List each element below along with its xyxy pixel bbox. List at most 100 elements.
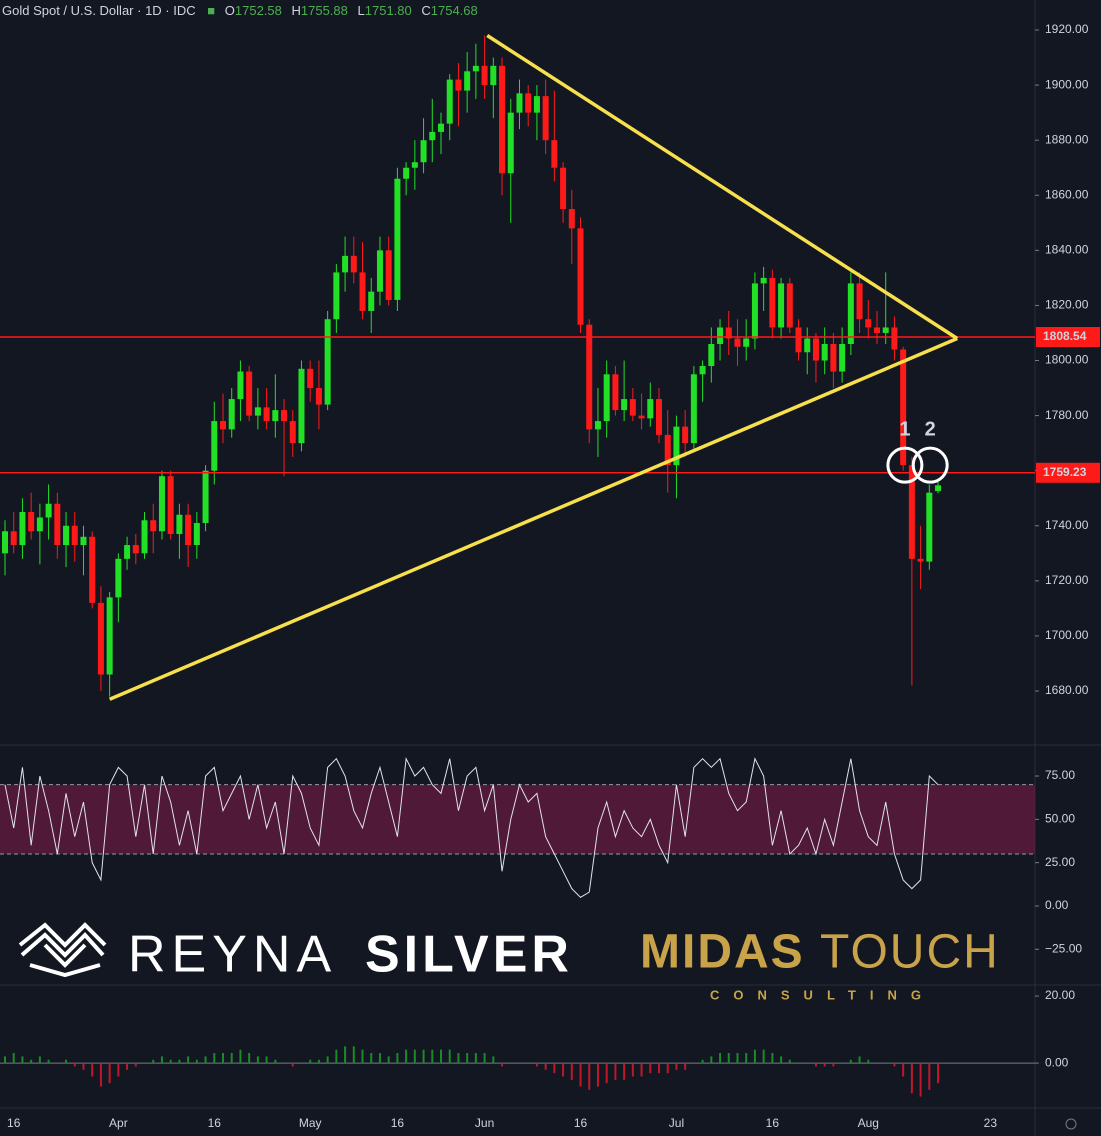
- candle-body: [438, 123, 444, 132]
- candle-body: [63, 525, 70, 546]
- candle-body: [411, 162, 418, 168]
- candle-body: [612, 374, 619, 411]
- candle-body: [376, 250, 383, 292]
- partner-bold: MIDAS: [640, 926, 805, 979]
- candle-body: [708, 343, 715, 367]
- y-tick-label: 1720.00: [1045, 573, 1089, 587]
- candle-body: [638, 415, 645, 419]
- candle-body: [193, 523, 200, 546]
- candle-body: [202, 470, 209, 524]
- y-tick-label: 1900.00: [1045, 77, 1089, 91]
- candle-body: [359, 272, 366, 311]
- ohlc-label: L: [357, 3, 365, 18]
- candle-body: [603, 374, 610, 422]
- trendline: [486, 34, 959, 340]
- x-tick-label: 16: [7, 1116, 21, 1130]
- watermark: REYNA SILVER MIDAS TOUCH CONSULTING: [18, 922, 1000, 1002]
- x-tick-label: 16: [391, 1116, 405, 1130]
- y-tick-label: 1920.00: [1045, 22, 1089, 36]
- candle-body: [560, 167, 567, 210]
- candle-body: [647, 399, 654, 419]
- partner-light: TOUCH: [820, 926, 1000, 979]
- candle-body: [656, 399, 662, 435]
- candle-body: [176, 514, 183, 535]
- candle-body: [795, 327, 802, 353]
- symbol: Gold Spot / U.S. Dollar: [2, 3, 134, 18]
- candle-body: [281, 410, 288, 422]
- y-tick-label: 1800.00: [1045, 353, 1089, 367]
- marker-circle: [886, 446, 924, 484]
- ohlc-value: 1752.58: [234, 3, 282, 18]
- candle-body: [621, 399, 628, 411]
- logo-icon: [18, 922, 107, 978]
- y-tick-label: 25.00: [1045, 855, 1075, 869]
- candle-body: [167, 476, 174, 535]
- candle-body: [220, 421, 226, 430]
- candle-body: [237, 371, 244, 400]
- x-tick-label: Aug: [858, 1116, 879, 1130]
- y-tick-label: 1740.00: [1045, 518, 1089, 532]
- candle-body: [882, 327, 889, 333]
- candle-body: [2, 531, 8, 554]
- candle-body: [263, 407, 270, 422]
- trendline: [108, 336, 958, 701]
- candle-body: [847, 283, 854, 344]
- candle-body: [699, 366, 706, 375]
- candle-body: [132, 545, 139, 554]
- candle-body: [185, 514, 192, 546]
- candle-body: [743, 338, 750, 347]
- candle-body: [586, 324, 593, 430]
- candle-body: [455, 79, 462, 91]
- candle-body: [568, 209, 575, 229]
- y-tick-label: 1820.00: [1045, 298, 1089, 312]
- candle-body: [499, 65, 506, 174]
- level-label-box: [1036, 462, 1100, 483]
- source: IDC: [173, 3, 196, 18]
- candle-body: [28, 511, 35, 532]
- y-tick-label: 1780.00: [1045, 408, 1089, 422]
- candle-body: [342, 255, 349, 273]
- candle-body: [490, 65, 497, 86]
- candle-body: [446, 79, 453, 124]
- oscillator-line: [4, 756, 939, 898]
- candle-body: [891, 327, 898, 350]
- candle-body: [533, 96, 540, 113]
- marker-label: 2: [925, 418, 936, 440]
- y-tick-label: 75.00: [1045, 768, 1075, 782]
- candle-body: [917, 558, 924, 562]
- candle-body: [54, 503, 61, 546]
- candle-body: [935, 485, 942, 492]
- x-tick-label: 16: [208, 1116, 222, 1130]
- candle-body: [812, 338, 819, 361]
- candle-body: [926, 492, 933, 562]
- interval: 1D: [145, 3, 162, 18]
- candle-body: [725, 327, 732, 339]
- candle-body: [254, 407, 261, 416]
- candle-body: [333, 272, 340, 320]
- candle-body: [673, 426, 680, 466]
- candle-body: [804, 338, 811, 353]
- x-tick-label: 16: [574, 1116, 588, 1130]
- candle-body: [45, 503, 52, 518]
- y-tick-label: 1840.00: [1045, 243, 1089, 257]
- candle-body: [368, 291, 375, 311]
- candle-body: [690, 374, 697, 444]
- candle-body: [516, 93, 523, 113]
- candle-body: [298, 368, 305, 444]
- candle-body: [19, 511, 26, 546]
- candle-body: [682, 426, 689, 444]
- marker-circle: [911, 446, 949, 484]
- candle-body: [472, 65, 479, 72]
- settings-icon[interactable]: [1065, 1118, 1077, 1130]
- candle-body: [542, 96, 549, 141]
- candle-body: [481, 65, 488, 86]
- partner-sub: CONSULTING: [710, 987, 935, 1002]
- candle-body: [525, 93, 532, 113]
- band: [0, 784, 1035, 854]
- candle-body: [874, 327, 880, 333]
- candle-body: [830, 343, 837, 372]
- candle-body: [664, 434, 671, 466]
- y-tick-label: 1680.00: [1045, 683, 1089, 697]
- level-label-box: [1036, 326, 1100, 347]
